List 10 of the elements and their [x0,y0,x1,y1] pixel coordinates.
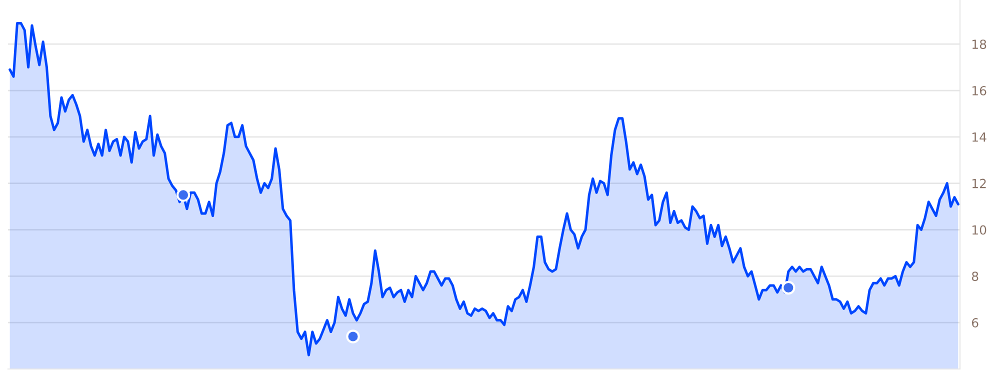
y-tick-label: 18 [972,40,986,50]
y-tick-label: 8 [972,272,978,282]
point [176,188,190,202]
y-tick-label: 6 [972,318,978,328]
y-tick-label: 12 [972,178,986,188]
point [346,330,360,344]
y-tick-label: 16 [972,86,986,96]
y-tick-label: 14 [972,132,986,142]
point [782,280,796,295]
y-tick-label: 10 [972,225,986,235]
